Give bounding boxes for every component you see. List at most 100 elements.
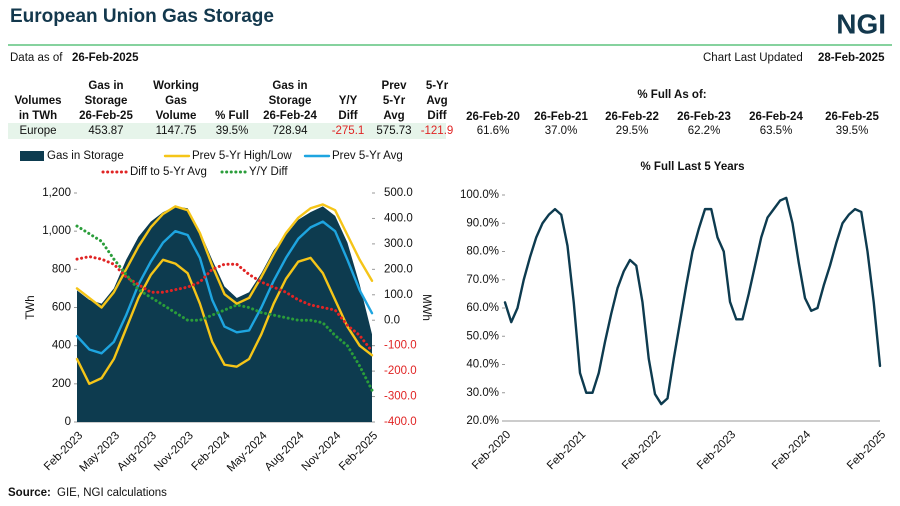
x-tick-label: May-2024 <box>225 429 270 474</box>
column-header: 26-Feb-24 <box>263 110 317 122</box>
y2-tick-label: -400.0 <box>384 416 417 428</box>
table-cell: 29.5% <box>616 125 649 137</box>
column-header: % Full <box>215 110 249 122</box>
y-tick-label: 0 <box>65 416 71 428</box>
column-header: Gas in <box>272 80 307 92</box>
y-tick-label: 70.0% <box>466 274 499 286</box>
x-tick-label: Nov-2024 <box>300 429 344 473</box>
table-cell: 453.87 <box>88 125 123 137</box>
x-tick-label: Feb-2025 <box>845 429 888 472</box>
y2-tick-label: 500.0 <box>384 187 413 199</box>
source-label: Source: <box>8 487 51 499</box>
x-tick-label: Feb-2023 <box>695 429 738 472</box>
line <box>75 256 374 386</box>
dotted-line <box>75 224 374 392</box>
y-tick-label: 80.0% <box>466 246 499 258</box>
table-cell: 39.5% <box>216 125 249 137</box>
line <box>75 203 374 309</box>
column-header: Volumes <box>14 95 61 107</box>
legend-label: Y/Y Diff <box>249 166 288 178</box>
legend-label: Gas in Storage <box>47 150 124 162</box>
y2-tick-label: 300.0 <box>384 238 413 250</box>
x-tick-label: Feb-2022 <box>620 429 663 472</box>
column-header: Volume <box>156 110 197 122</box>
table-cell: 63.5% <box>760 125 793 137</box>
table-cell: 37.0% <box>545 125 578 137</box>
y-tick-label: 30.0% <box>466 387 499 399</box>
y-tick-label: 50.0% <box>466 330 499 342</box>
row-band <box>8 123 446 139</box>
y2-tick-label: 200.0 <box>384 263 413 275</box>
y2-tick-label: -300.0 <box>384 391 417 403</box>
y-tick-label: 600 <box>52 302 71 314</box>
column-header: 26-Feb-20 <box>466 111 520 123</box>
line <box>75 220 374 355</box>
legend-label: Prev 5-Yr Avg <box>332 150 403 162</box>
table-cell: 61.6% <box>477 125 510 137</box>
y-tick-label: 60.0% <box>466 302 499 314</box>
table-cell: 728.94 <box>272 125 308 137</box>
y-tick-label: 800 <box>52 263 71 275</box>
column-header: 26-Feb-25 <box>79 110 133 122</box>
table-cell: -121.9 <box>421 125 454 137</box>
x-tick-label: Aug-2023 <box>115 430 159 474</box>
x-tick-label: May-2023 <box>77 430 122 475</box>
column-header: Working <box>153 80 199 92</box>
column-header: Diff <box>427 110 446 122</box>
table-cell: 1147.75 <box>156 125 197 137</box>
x-tick-label: Feb-2021 <box>545 429 588 472</box>
legend-swatch <box>20 151 44 161</box>
table-cell: Europe <box>19 125 56 137</box>
x-tick-label: Feb-2025 <box>337 430 380 473</box>
column-header: 5-Yr <box>383 95 406 107</box>
y2-tick-label: 400.0 <box>384 212 413 224</box>
source-text: GIE, NGI calculations <box>57 487 167 499</box>
column-header: Storage <box>85 95 128 107</box>
data-as-of: 26-Feb-2025 <box>72 52 139 64</box>
column-header: 26-Feb-25 <box>825 111 879 123</box>
column-header: in TWh <box>19 110 57 122</box>
y-tick-label: 100.0% <box>460 189 499 201</box>
column-header: Avg <box>383 110 404 122</box>
page-title: European Union Gas Storage <box>10 6 274 27</box>
column-header: 5-Yr <box>426 80 449 92</box>
column-header: Storage <box>269 95 312 107</box>
column-header: Diff <box>338 110 357 122</box>
table-cell: 62.2% <box>688 125 721 137</box>
column-header: Gas in <box>88 80 123 92</box>
group-header: % Full As of: <box>637 89 706 101</box>
table-cell: 575.73 <box>376 125 411 137</box>
y-tick-label: 200 <box>52 378 71 390</box>
area <box>77 206 372 422</box>
data-as-of-label: Data as of <box>10 52 63 64</box>
column-header: Prev <box>382 80 408 92</box>
column-header: Avg <box>426 95 447 107</box>
y2-tick-label: -100.0 <box>384 340 417 352</box>
chart-title: % Full Last 5 Years <box>641 161 745 173</box>
column-header: 26-Feb-24 <box>749 111 803 123</box>
table-cell: -275.1 <box>332 125 365 137</box>
y2-tick-label: 0.0 <box>384 314 400 326</box>
updated-label: Chart Last Updated <box>703 52 803 64</box>
dotted-line <box>75 255 374 353</box>
legend-label: Diff to 5-Yr Avg <box>130 166 207 178</box>
column-header: 26-Feb-21 <box>534 111 588 123</box>
y-axis-label: TWh <box>25 295 37 319</box>
y-tick-label: 1,200 <box>42 187 71 199</box>
y2-tick-label: 100.0 <box>384 289 413 301</box>
line <box>503 196 882 406</box>
y-tick-label: 20.0% <box>466 415 499 427</box>
table-cell: 39.5% <box>836 125 869 137</box>
column-header: Y/Y <box>339 95 358 107</box>
y-tick-label: 1,000 <box>42 225 71 237</box>
column-header: 26-Feb-22 <box>605 111 659 123</box>
y2-tick-label: -200.0 <box>384 365 417 377</box>
x-tick-label: Feb-2024 <box>770 428 814 472</box>
updated: 28-Feb-2025 <box>818 52 885 64</box>
y2-axis-label: MWh <box>420 294 432 321</box>
column-header: Gas <box>165 95 187 107</box>
legend-label: Prev 5-Yr High/Low <box>192 150 292 162</box>
x-tick-label: Feb-2020 <box>470 429 513 472</box>
y-tick-label: 400 <box>52 340 71 352</box>
